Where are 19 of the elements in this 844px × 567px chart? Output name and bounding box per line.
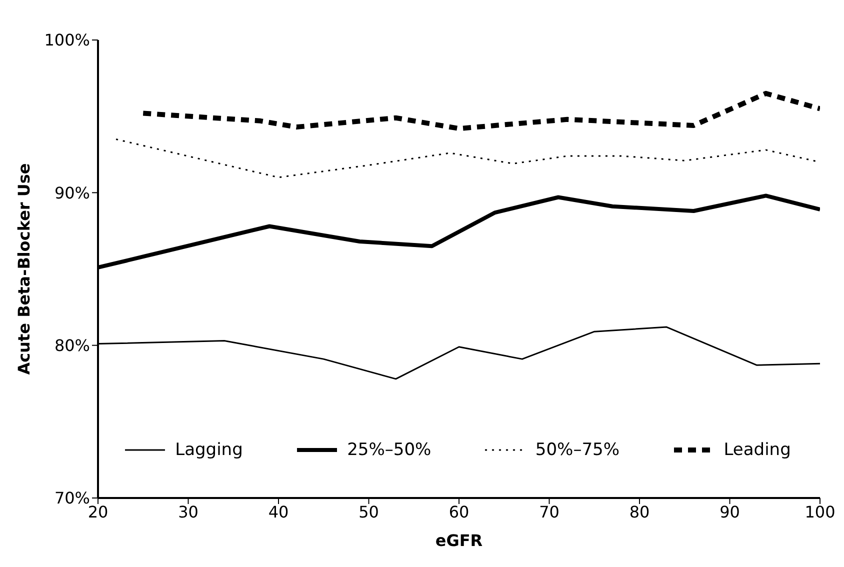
y-tick-label: 80% bbox=[54, 336, 90, 356]
y-tick-label: 100% bbox=[44, 30, 90, 50]
y-axis-title: Acute Beta-Blocker Use bbox=[14, 163, 34, 375]
y-tick-label: 70% bbox=[54, 488, 90, 508]
legend-label: Lagging bbox=[175, 440, 243, 460]
x-tick-label: 80 bbox=[629, 502, 650, 522]
y-tick-label: 90% bbox=[54, 183, 90, 202]
x-tick-label: 50 bbox=[358, 502, 379, 522]
x-tick-label: 30 bbox=[178, 502, 198, 522]
legend-label: 25%–50% bbox=[347, 440, 432, 460]
x-tick-label: 90 bbox=[720, 502, 740, 522]
x-tick-label: 40 bbox=[268, 502, 289, 522]
x-axis-title: eGFR bbox=[435, 531, 483, 550]
x-tick-label: 20 bbox=[88, 502, 108, 522]
legend-label: Leading bbox=[724, 440, 791, 460]
x-tick-label: 70 bbox=[539, 502, 560, 522]
legend-label: 50%–75% bbox=[535, 440, 620, 460]
x-tick-label: 60 bbox=[448, 502, 470, 522]
x-tick-label: 100 bbox=[804, 502, 836, 522]
